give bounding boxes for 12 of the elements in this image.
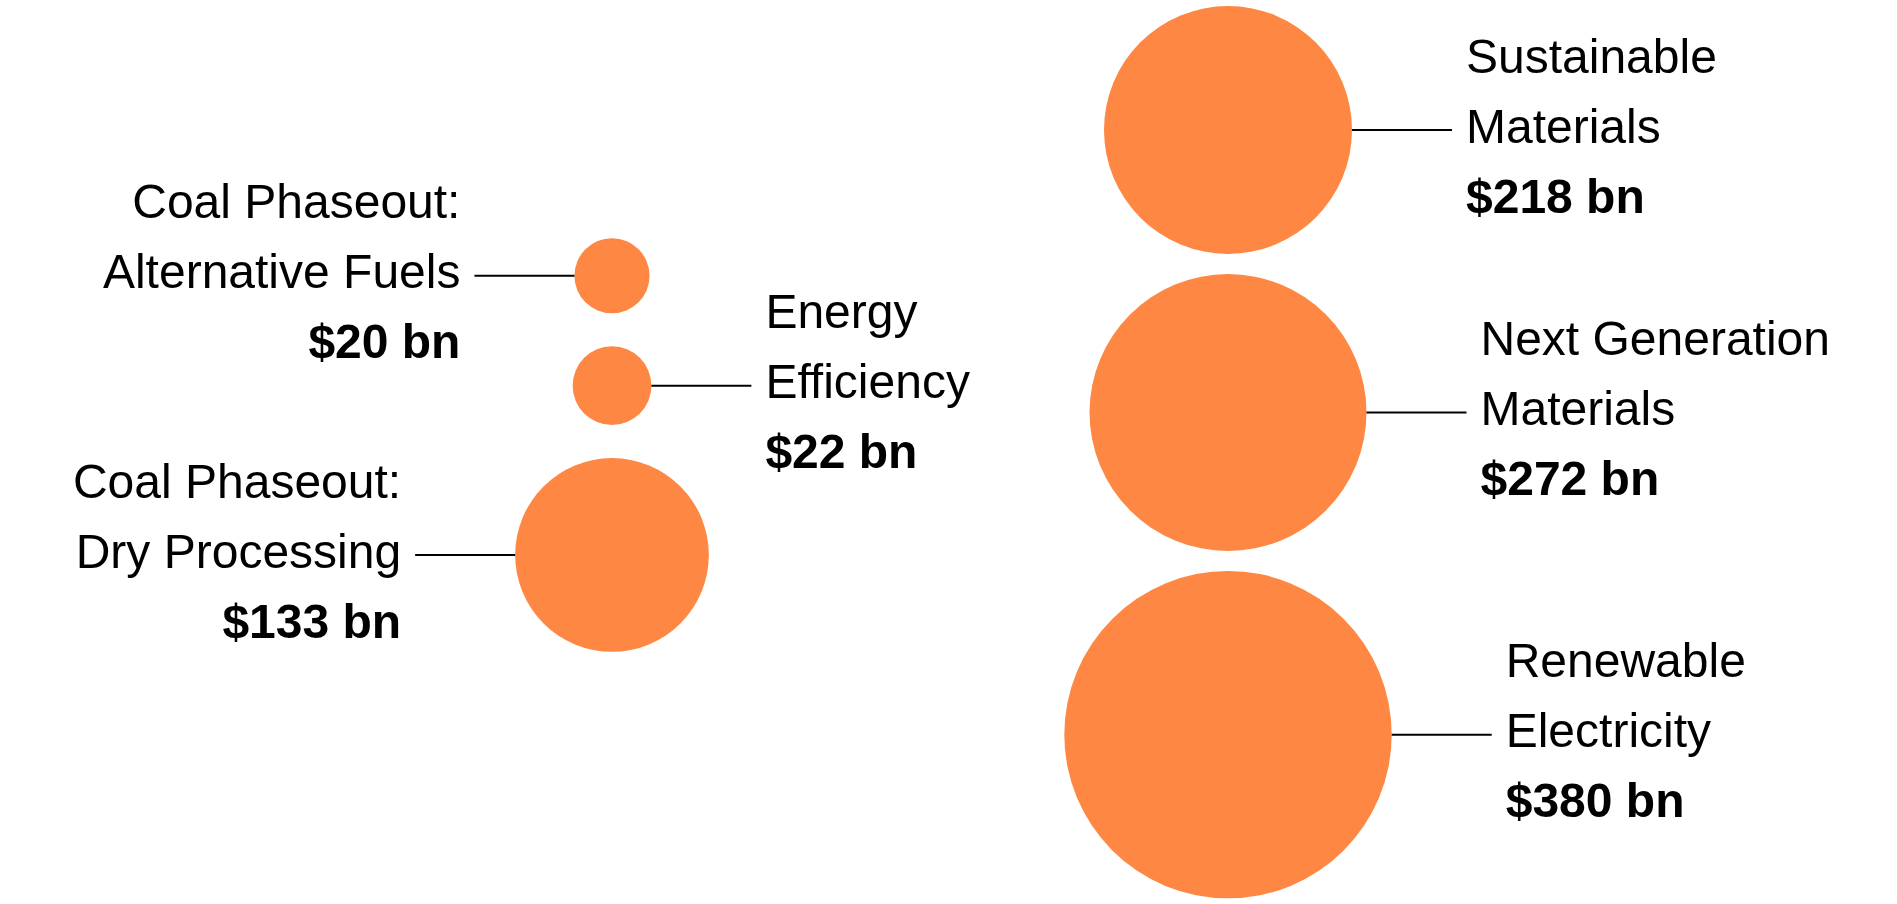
data-label: $20 bn bbox=[308, 315, 461, 369]
category-label: Sustainable Materials bbox=[1465, 29, 1717, 153]
category-label: Coal Phaseout: Alternative Fuels bbox=[102, 175, 461, 299]
category-label: Next Generation Materials bbox=[1480, 312, 1831, 436]
data-label: $380 bn bbox=[1505, 774, 1685, 828]
data-label: $133 bn bbox=[222, 594, 402, 648]
category-label: Energy Efficiency bbox=[765, 285, 970, 409]
data-label: $22 bn bbox=[765, 425, 918, 479]
category-label: Renewable Electricity bbox=[1505, 634, 1746, 758]
data-label: $272 bn bbox=[1480, 452, 1660, 506]
category-label: Coal Phaseout: Dry Processing bbox=[72, 454, 402, 578]
data-label: $218 bn bbox=[1465, 169, 1645, 223]
